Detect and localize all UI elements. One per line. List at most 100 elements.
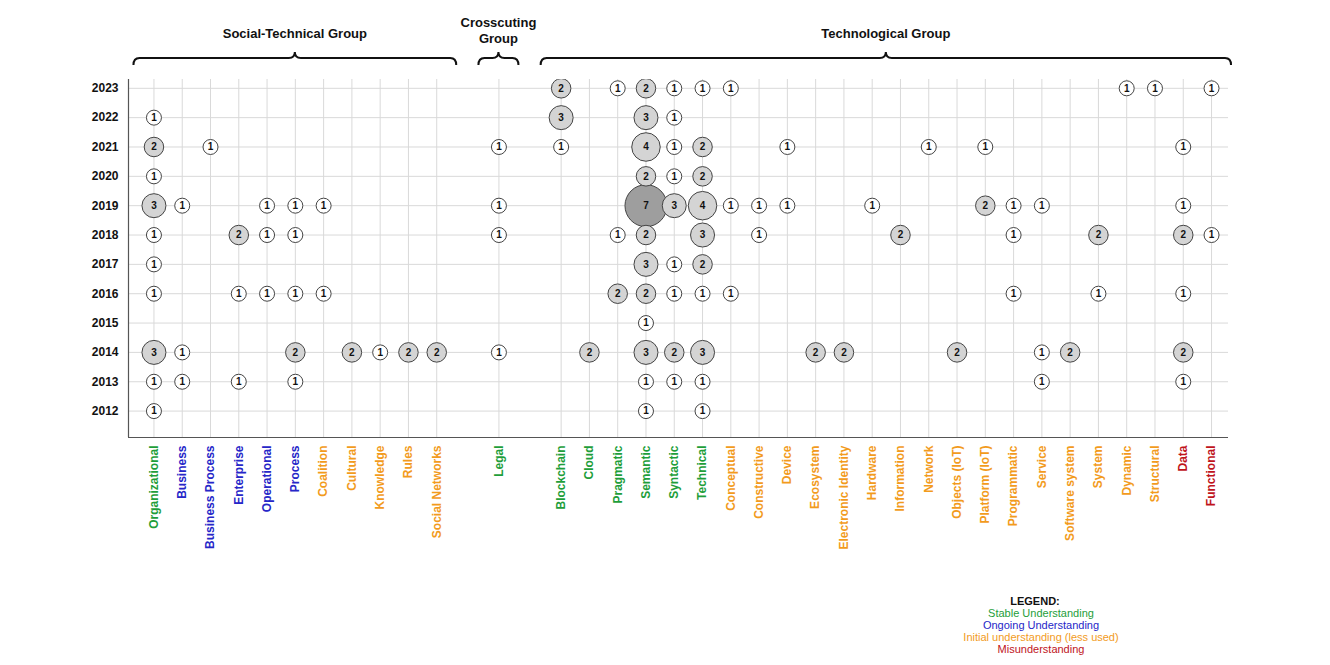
svg-text:Programmatic: Programmatic bbox=[1006, 445, 1020, 526]
svg-text:Ongoing Understanding: Ongoing Understanding bbox=[983, 619, 1099, 631]
svg-text:1: 1 bbox=[700, 405, 706, 416]
svg-text:Organizational: Organizational bbox=[147, 446, 161, 529]
svg-text:2: 2 bbox=[406, 347, 412, 358]
svg-text:3: 3 bbox=[700, 347, 706, 358]
svg-text:2: 2 bbox=[643, 288, 649, 299]
svg-text:4: 4 bbox=[700, 200, 706, 211]
svg-text:Network: Network bbox=[922, 445, 936, 493]
svg-text:Device: Device bbox=[780, 445, 794, 484]
svg-text:Operational: Operational bbox=[260, 446, 274, 513]
svg-text:1: 1 bbox=[671, 83, 677, 94]
svg-text:2: 2 bbox=[236, 229, 242, 240]
svg-text:Pragmatic: Pragmatic bbox=[611, 445, 625, 503]
svg-text:7: 7 bbox=[643, 200, 649, 211]
svg-text:1: 1 bbox=[1180, 288, 1186, 299]
svg-text:1: 1 bbox=[728, 200, 734, 211]
svg-text:2: 2 bbox=[700, 171, 706, 182]
svg-text:1: 1 bbox=[151, 112, 157, 123]
svg-text:2: 2 bbox=[1180, 347, 1186, 358]
svg-text:2022: 2022 bbox=[92, 110, 119, 124]
svg-text:1: 1 bbox=[615, 83, 621, 94]
svg-text:2014: 2014 bbox=[92, 345, 119, 359]
svg-text:2: 2 bbox=[671, 347, 677, 358]
svg-text:2: 2 bbox=[293, 347, 299, 358]
svg-text:Semantic: Semantic bbox=[639, 445, 653, 499]
svg-text:1: 1 bbox=[264, 288, 270, 299]
svg-text:1: 1 bbox=[1209, 83, 1215, 94]
svg-text:3: 3 bbox=[151, 200, 157, 211]
svg-text:1: 1 bbox=[179, 200, 185, 211]
svg-text:Process: Process bbox=[288, 445, 302, 492]
svg-text:1: 1 bbox=[151, 376, 157, 387]
svg-text:1: 1 bbox=[700, 288, 706, 299]
svg-text:3: 3 bbox=[558, 112, 564, 123]
svg-text:Blockchain: Blockchain bbox=[554, 446, 568, 510]
svg-text:1: 1 bbox=[869, 200, 875, 211]
svg-text:1: 1 bbox=[1180, 200, 1186, 211]
svg-text:Service: Service bbox=[1035, 445, 1049, 488]
svg-text:2021: 2021 bbox=[92, 140, 119, 154]
svg-text:1: 1 bbox=[983, 141, 989, 152]
svg-text:2013: 2013 bbox=[92, 375, 119, 389]
svg-text:2: 2 bbox=[587, 347, 593, 358]
svg-text:Functional: Functional bbox=[1204, 446, 1218, 507]
svg-text:2023: 2023 bbox=[92, 81, 119, 95]
svg-text:Social-Technical Group: Social-Technical Group bbox=[223, 26, 367, 41]
svg-text:1: 1 bbox=[671, 171, 677, 182]
svg-text:Business Process: Business Process bbox=[203, 445, 217, 549]
svg-text:3: 3 bbox=[151, 347, 157, 358]
svg-text:1: 1 bbox=[756, 229, 762, 240]
svg-text:Technical: Technical bbox=[695, 446, 709, 500]
svg-text:2: 2 bbox=[700, 259, 706, 270]
svg-text:1: 1 bbox=[264, 200, 270, 211]
svg-text:1: 1 bbox=[700, 83, 706, 94]
svg-text:Constructive: Constructive bbox=[752, 445, 766, 519]
svg-text:1: 1 bbox=[264, 229, 270, 240]
svg-text:LEGEND:: LEGEND: bbox=[1010, 595, 1060, 607]
svg-text:Coalition: Coalition bbox=[316, 446, 330, 497]
svg-text:Platform (IoT): Platform (IoT) bbox=[978, 446, 992, 524]
svg-text:Rules: Rules bbox=[401, 445, 415, 478]
svg-text:2: 2 bbox=[700, 141, 706, 152]
svg-text:1: 1 bbox=[615, 229, 621, 240]
svg-text:1: 1 bbox=[1124, 83, 1130, 94]
svg-text:2019: 2019 bbox=[92, 199, 119, 213]
svg-text:2: 2 bbox=[898, 229, 904, 240]
svg-text:2: 2 bbox=[349, 347, 355, 358]
svg-text:1: 1 bbox=[151, 259, 157, 270]
svg-text:2: 2 bbox=[841, 347, 847, 358]
svg-text:1: 1 bbox=[179, 376, 185, 387]
svg-text:Cultural: Cultural bbox=[345, 446, 359, 491]
svg-text:Initial understanding (less us: Initial understanding (less used) bbox=[963, 631, 1118, 643]
svg-text:1: 1 bbox=[496, 347, 502, 358]
svg-text:1: 1 bbox=[728, 83, 734, 94]
svg-text:2: 2 bbox=[615, 288, 621, 299]
svg-text:2: 2 bbox=[558, 83, 564, 94]
svg-text:2: 2 bbox=[1180, 229, 1186, 240]
svg-text:1: 1 bbox=[785, 200, 791, 211]
svg-text:3: 3 bbox=[700, 229, 706, 240]
svg-text:2015: 2015 bbox=[92, 316, 119, 330]
svg-text:Business: Business bbox=[175, 445, 189, 499]
svg-text:4: 4 bbox=[643, 141, 649, 152]
svg-text:2: 2 bbox=[151, 141, 157, 152]
svg-text:1: 1 bbox=[643, 376, 649, 387]
svg-text:1: 1 bbox=[1011, 229, 1017, 240]
svg-text:1: 1 bbox=[151, 171, 157, 182]
svg-text:1: 1 bbox=[1039, 347, 1045, 358]
svg-text:2012: 2012 bbox=[92, 404, 119, 418]
svg-text:1: 1 bbox=[671, 376, 677, 387]
svg-text:Conceptual: Conceptual bbox=[724, 446, 738, 511]
svg-text:1: 1 bbox=[643, 405, 649, 416]
svg-text:1: 1 bbox=[496, 200, 502, 211]
svg-text:1: 1 bbox=[1152, 83, 1158, 94]
svg-text:System: System bbox=[1091, 446, 1105, 489]
svg-text:2: 2 bbox=[643, 229, 649, 240]
svg-text:Technological Group: Technological Group bbox=[821, 26, 950, 41]
svg-text:1: 1 bbox=[293, 229, 299, 240]
svg-text:1: 1 bbox=[643, 317, 649, 328]
svg-text:1: 1 bbox=[496, 229, 502, 240]
svg-text:1: 1 bbox=[785, 141, 791, 152]
svg-text:1: 1 bbox=[496, 141, 502, 152]
svg-text:1: 1 bbox=[293, 200, 299, 211]
